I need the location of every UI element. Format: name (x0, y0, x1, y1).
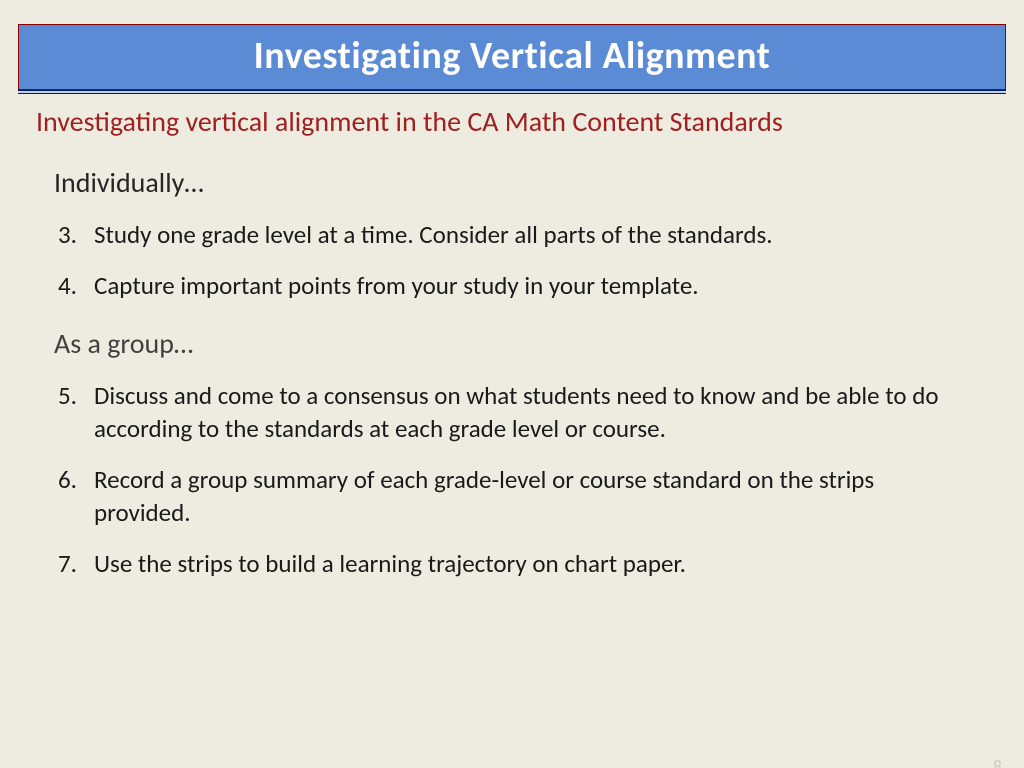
item-number: 5. (54, 379, 94, 445)
slide-content: Individually… 3. Study one grade level a… (54, 165, 976, 580)
list-item: 4. Capture important points from your st… (54, 269, 976, 302)
list-item: 7. Use the strips to build a learning tr… (54, 547, 976, 580)
section-header-group: As a group… (54, 326, 976, 361)
item-number: 6. (54, 463, 94, 529)
item-number: 3. (54, 218, 94, 251)
slide-title-bar: Investigating Vertical Alignment (18, 24, 1006, 90)
slide-title: Investigating Vertical Alignment (19, 33, 1005, 79)
list-item: 5. Discuss and come to a consensus on wh… (54, 379, 976, 445)
section-header-individually: Individually… (54, 165, 976, 200)
item-text: Use the strips to build a learning traje… (94, 547, 976, 580)
list-item: 3. Study one grade level at a time. Cons… (54, 218, 976, 251)
title-underline (18, 90, 1006, 94)
item-text: Record a group summary of each grade-lev… (94, 463, 976, 529)
item-text: Discuss and come to a consensus on what … (94, 379, 976, 445)
item-number: 7. (54, 547, 94, 580)
list-item: 6. Record a group summary of each grade-… (54, 463, 976, 529)
item-text: Capture important points from your study… (94, 269, 976, 302)
item-number: 4. (54, 269, 94, 302)
item-text: Study one grade level at a time. Conside… (94, 218, 976, 251)
page-number: 8 (993, 756, 1002, 768)
slide-subtitle: Investigating vertical alignment in the … (36, 104, 1024, 139)
